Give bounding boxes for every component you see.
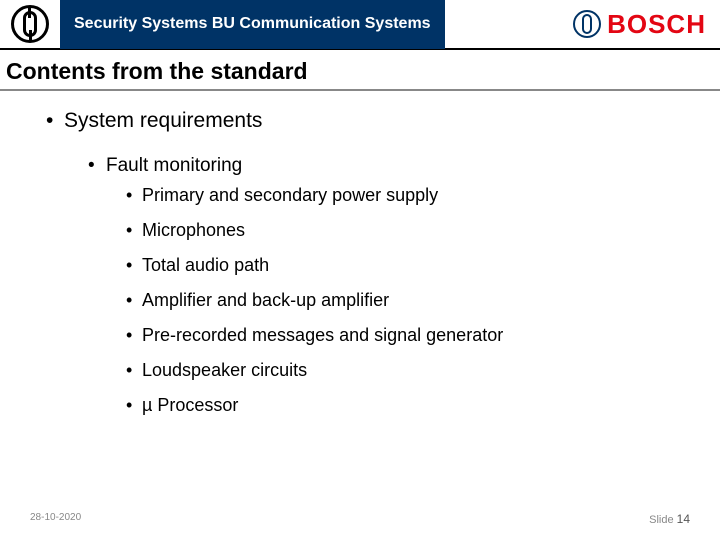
footer-date: 28-10-2020 [30,512,81,526]
bullet-level3-item: Loudspeaker circuits [40,360,680,381]
header-title: Security Systems BU Communication System… [60,0,445,49]
header-logo-box: BOSCH [573,0,720,49]
bosch-armature-icon [11,5,49,43]
bosch-logo-icon [573,10,601,38]
slide-footer: 28-10-2020 Slide 14 [0,512,720,526]
bullet-level1: System requirements [40,109,680,133]
slide-label: Slide [649,514,677,526]
bullet-level3-item: Pre-recorded messages and signal generat… [40,325,680,346]
slide-content: System requirements Fault monitoring Pri… [0,91,720,416]
bosch-logo-text: BOSCH [607,9,706,40]
bullet-level3-item: Total audio path [40,255,680,276]
slide-number: 14 [677,512,690,526]
bullet-level3-item: Primary and secondary power supply [40,185,680,206]
slide-header: Security Systems BU Communication System… [0,0,720,50]
bullet-level3-item: µ Processor [40,395,680,416]
bullet-level3-item: Microphones [40,220,680,241]
bullet-level3-item: Amplifier and back-up amplifier [40,290,680,311]
footer-slide-indicator: Slide 14 [649,512,690,526]
slide-title: Contents from the standard [0,50,720,91]
header-icon-box [0,0,60,49]
bullet-level2: Fault monitoring [40,155,680,177]
